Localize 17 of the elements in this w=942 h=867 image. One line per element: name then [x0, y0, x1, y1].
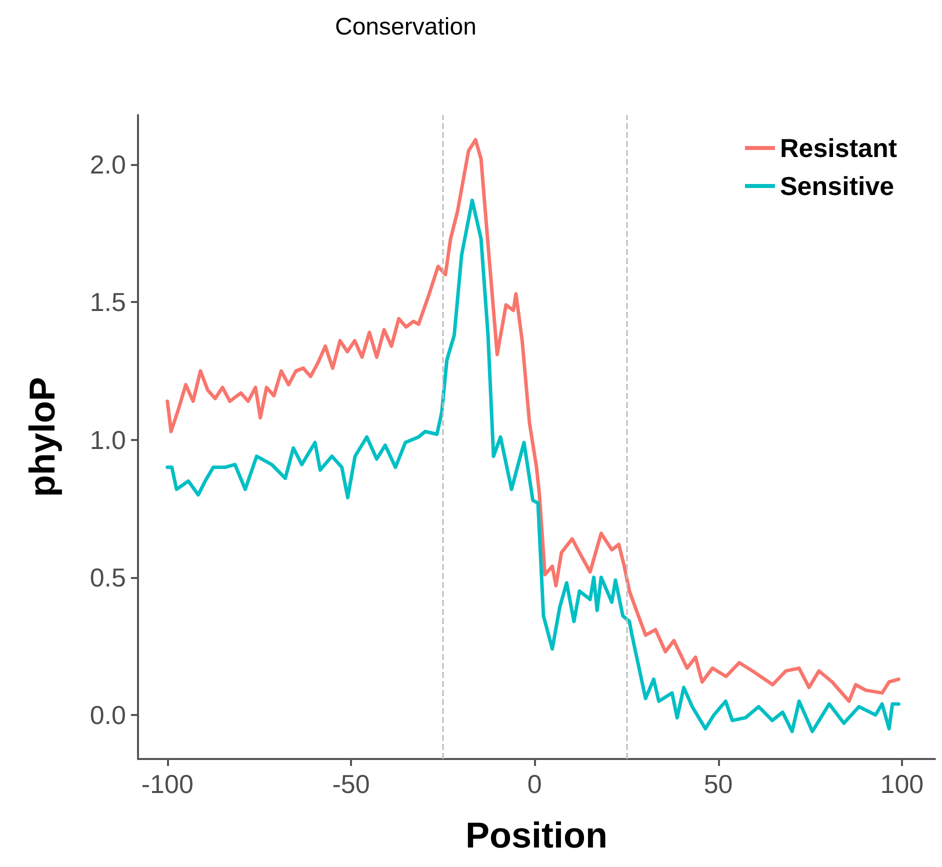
y-tick-label: 0.0	[90, 700, 126, 730]
x-tick-label: -50	[332, 769, 370, 799]
y-tick-label: 0.5	[90, 562, 126, 592]
x-tick-label: 0	[527, 769, 542, 799]
y-tick-label: 2.0	[90, 150, 126, 180]
y-axis-title: phyloP	[22, 376, 62, 498]
x-tick-label: -100	[141, 769, 194, 799]
x-axis-title: Position	[466, 814, 608, 856]
line-series	[166, 198, 900, 734]
legend-label: Sensitive	[780, 171, 894, 201]
chart-title: Conservation	[335, 14, 476, 40]
y-tick-label: 1.5	[90, 287, 126, 318]
legend-label: Resistant	[780, 133, 898, 163]
line-series	[166, 138, 900, 703]
x-tick-label: 100	[880, 769, 924, 799]
y-tick-label: 1.0	[90, 424, 126, 455]
x-tick-label: 50	[704, 769, 733, 799]
